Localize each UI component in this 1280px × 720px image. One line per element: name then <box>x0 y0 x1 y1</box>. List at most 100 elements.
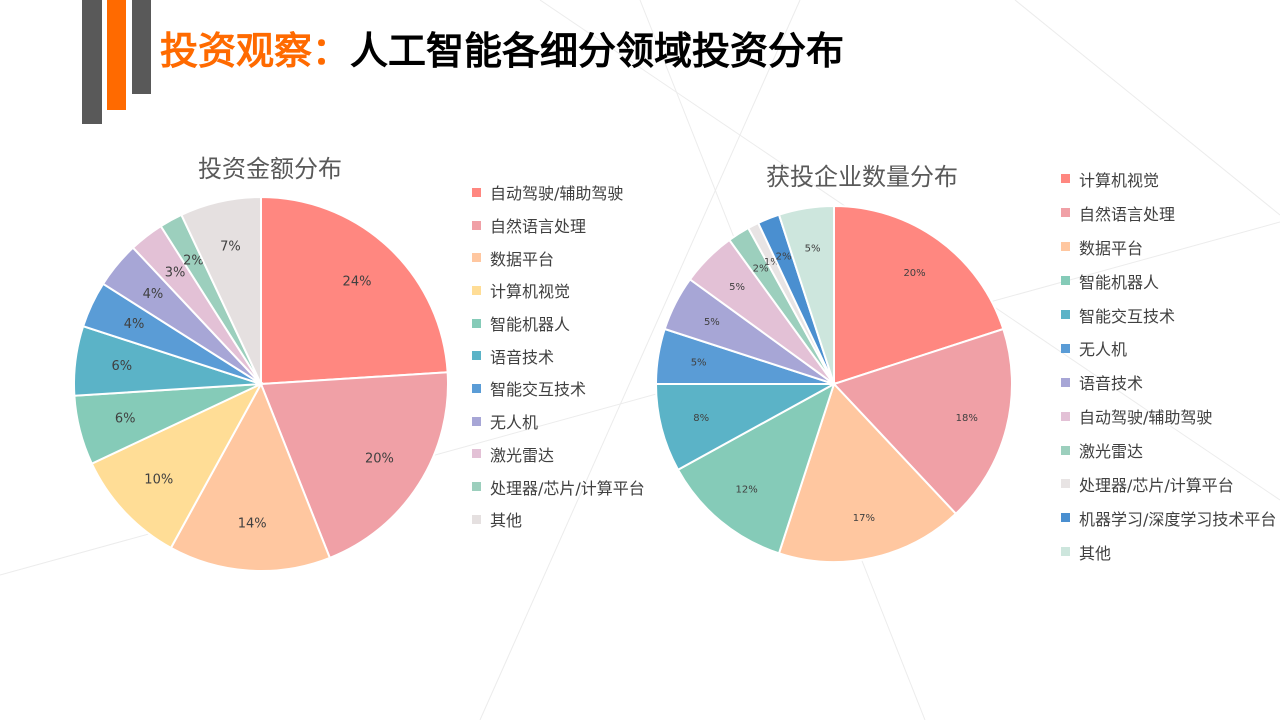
legend-label: 自动驾驶/辅助驾驶 <box>490 184 624 204</box>
legend-item: 计算机视觉 <box>472 274 645 307</box>
legend-swatch <box>1061 343 1070 353</box>
legend-item: 自动驾驶/辅助驾驶 <box>1061 399 1276 433</box>
pie-slice <box>259 371 449 560</box>
legend-swatch <box>1061 547 1070 557</box>
legend-swatch <box>472 449 481 459</box>
slice-data-label: 17% <box>853 513 875 524</box>
legend-item: 激光雷达 <box>472 438 645 471</box>
legend-label: 计算机视觉 <box>1079 170 1160 190</box>
investment-amount-pie-chart: 投资金额分布 24%20%14%10%6%6%4%4%3%2%7% <box>73 155 449 572</box>
legend-item: 处理器/芯片/计算平台 <box>1061 467 1276 501</box>
title-main: 人工智能各细分领域投资分布 <box>350 29 845 73</box>
legend-item: 自然语言处理 <box>1061 196 1276 230</box>
slice-data-label: 20% <box>903 268 925 279</box>
legend-label: 智能交互技术 <box>1079 306 1176 326</box>
decor-bar-gray-2 <box>132 0 151 94</box>
chart-legend-amount: 自动驾驶/辅助驾驶 自然语言处理数据平台计算机视觉智能机器人语音技术 智能交互技术无… <box>472 176 645 536</box>
legend-item: 其他 <box>1061 535 1276 569</box>
legend-swatch <box>1061 377 1070 387</box>
legend-swatch <box>472 187 481 197</box>
legend-item: 无人机 <box>1061 331 1276 365</box>
slice-data-label: 1% <box>764 257 780 268</box>
legend-label: 激光雷达 <box>490 445 555 465</box>
pie-slice <box>676 381 836 555</box>
legend-swatch <box>472 220 481 230</box>
legend-swatch <box>472 318 481 328</box>
legend-item: 数据平台 <box>1061 230 1276 264</box>
legend-swatch <box>1061 513 1070 523</box>
legend-label: 自然语言处理 <box>1079 204 1176 224</box>
legend-swatch <box>472 285 481 295</box>
slice-data-label: 4% <box>124 317 145 332</box>
legend-swatch <box>1061 242 1070 252</box>
slice-data-label: 2% <box>776 252 792 263</box>
legend-label: 无人机 <box>1079 340 1128 360</box>
slice-data-label: 20% <box>365 452 394 467</box>
chart-title: 获投企业数量分布 <box>766 163 958 191</box>
legend-swatch <box>472 416 481 426</box>
legend-label: 其他 <box>1079 543 1112 563</box>
pie-slice <box>832 327 1013 516</box>
legend-label: 智能机器人 <box>1079 272 1160 292</box>
legend-label: 语音技术 <box>1079 374 1144 394</box>
legend-item: 智能交互技术 <box>472 372 645 405</box>
legend-item: 激光雷达 <box>1061 433 1276 467</box>
pie-slice <box>169 381 332 572</box>
legend-swatch <box>1061 276 1070 286</box>
legend-label: 自然语言处理 <box>490 217 587 237</box>
legend-label: 智能机器人 <box>490 315 571 335</box>
legend-label: 自动驾驶/辅助驾驶 <box>1079 408 1213 428</box>
legend-label: 无人机 <box>490 413 539 433</box>
legend-swatch <box>1061 208 1070 218</box>
slice-data-label: 2% <box>183 254 204 269</box>
decor-bar-orange <box>107 0 126 110</box>
legend-item: 智能交互技术 <box>1061 298 1276 332</box>
page-title: 投资观察：人工智能各细分领域投资分布 <box>160 20 844 75</box>
slice-data-label: 6% <box>115 411 136 426</box>
legend-item: 处理器/芯片/计算平台 <box>472 470 645 503</box>
legend-label: 处理器/芯片/计算平台 <box>1079 475 1234 495</box>
chart-title: 投资金额分布 <box>198 155 342 183</box>
chart-legend-count: 计算机视觉自然语言处理 数据平台智能机器人智能交互技术 无人机语音技术自动驾驶/辅助… <box>1061 162 1276 569</box>
legend-item: 无人机 <box>472 405 645 438</box>
legend-item: 自然语言处理 <box>472 209 645 242</box>
legend-item: 其他 <box>472 503 645 536</box>
legend-label: 其他 <box>490 511 523 531</box>
pie-slice <box>777 382 958 563</box>
legend-label: 数据平台 <box>1079 238 1144 258</box>
decor-bar-gray-1 <box>82 0 102 124</box>
legend-item: 计算机视觉 <box>1061 162 1276 196</box>
legend-swatch <box>1061 479 1070 489</box>
pie-slice <box>833 204 1005 386</box>
legend-item: 语音技术 <box>1061 365 1276 399</box>
slice-data-label: 8% <box>693 413 709 424</box>
pie-slice <box>654 383 835 472</box>
legend-swatch <box>472 482 481 492</box>
slice-data-label: 5% <box>805 244 821 255</box>
slice-data-label: 5% <box>729 282 745 293</box>
slice-data-label: 10% <box>144 473 173 488</box>
slice-data-label: 5% <box>691 358 707 369</box>
legend-swatch <box>1061 174 1070 184</box>
pie-slice <box>180 195 262 385</box>
legend-label: 激光雷达 <box>1079 442 1144 462</box>
slice-data-label: 5% <box>704 317 720 328</box>
legend-item: 语音技术 <box>472 339 645 372</box>
title-prefix: 投资观察： <box>160 29 351 73</box>
pie-slice <box>90 381 264 550</box>
legend-label: 计算机视觉 <box>490 282 571 302</box>
slice-data-label: 6% <box>112 359 133 374</box>
slice-data-label: 7% <box>220 240 241 255</box>
legend-swatch <box>472 514 481 524</box>
legend-item: 机器学习/深度学习技术平台 <box>1061 501 1276 535</box>
legend-swatch <box>1061 445 1070 455</box>
legend-item: 智能机器人 <box>1061 264 1276 298</box>
slice-data-label: 3% <box>165 266 186 281</box>
company-count-pie-chart: 获投企业数量分布 20% 18% 17% 12% 8% 5% 5% 5% 2%1%2% 5% <box>654 163 1013 563</box>
legend-swatch <box>472 253 481 263</box>
legend-label: 处理器/芯片/计算平台 <box>490 478 645 498</box>
legend-swatch <box>1061 310 1070 319</box>
legend-item: 自动驾驶/辅助驾驶 <box>472 176 645 209</box>
legend-item: 数据平台 <box>472 241 645 274</box>
legend-item: 智能机器人 <box>472 307 645 340</box>
